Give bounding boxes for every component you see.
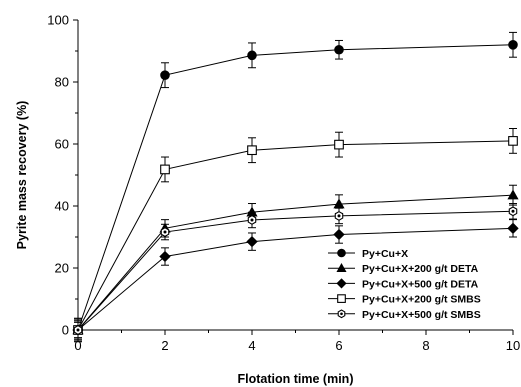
y-tick-label: 60: [55, 137, 69, 152]
y-tick-label: 80: [55, 75, 69, 90]
data-point: [246, 235, 258, 248]
legend-entry: Py+Cu+X+500 g/t DETA: [328, 278, 479, 290]
hexagon-center-dot: [340, 312, 343, 316]
y-axis-title: Pyrite mass recovery (%): [15, 101, 29, 250]
x-tick-label: 0: [74, 338, 81, 353]
x-tick-label: 10: [506, 338, 520, 353]
legend-label: Py+Cu+X+200 g/t DETA: [362, 263, 479, 275]
legend-entry: Py+Cu+X+200 g/t DETA: [328, 262, 479, 275]
data-point: [334, 44, 344, 55]
data-point: [159, 250, 171, 263]
legend-label: Py+Cu+X+500 g/t DETA: [362, 278, 479, 290]
y-tick-label: 0: [62, 323, 69, 338]
hexagon-center-dot: [511, 209, 515, 213]
legend-entry: Py+Cu+X+500 g/t SMBS: [328, 309, 481, 321]
legend-label: Py+Cu+X+200 g/t SMBS: [362, 294, 481, 306]
x-tick-label: 6: [335, 338, 342, 353]
y-tick-label: 100: [47, 13, 69, 28]
data-point: [160, 70, 170, 80]
legend: Py+Cu+X Py+Cu+X+200 g/t DETA Py+Cu+X+500 g…: [328, 248, 481, 321]
hexagon-center-dot: [163, 230, 167, 234]
legend-marker: [337, 294, 346, 303]
series-layer: [72, 31, 519, 343]
x-tick-label: 8: [422, 338, 429, 353]
hexagon-center-dot: [337, 214, 341, 218]
legend-label: Py+Cu+X+500 g/t SMBS: [362, 309, 481, 321]
legend-label: Py+Cu+X: [362, 248, 408, 260]
legend-entry: Py+Cu+X+200 g/t SMBS: [328, 294, 481, 306]
x-tick-label: 4: [248, 338, 255, 353]
data-point: [507, 222, 519, 234]
data-point: [247, 145, 257, 156]
hexagon-center-dot: [76, 328, 80, 332]
data-point: [334, 139, 344, 150]
legend-marker: [337, 248, 346, 258]
legend-marker: [336, 262, 347, 273]
data-point: [333, 228, 345, 241]
hexagon-center-dot: [250, 218, 254, 222]
data-point: [247, 50, 257, 61]
y-tick-label: 20: [55, 261, 69, 276]
data-point: [508, 136, 518, 146]
x-axis-title: Flotation time (min): [238, 372, 354, 386]
legend-entry: Py+Cu+X: [328, 248, 408, 260]
data-point: [160, 164, 170, 175]
y-tick-label: 40: [55, 199, 69, 214]
x-tick-label: 2: [161, 338, 168, 353]
data-point: [507, 189, 519, 200]
series-5: [73, 203, 518, 339]
data-point: [508, 40, 518, 50]
legend-marker: [336, 278, 347, 289]
